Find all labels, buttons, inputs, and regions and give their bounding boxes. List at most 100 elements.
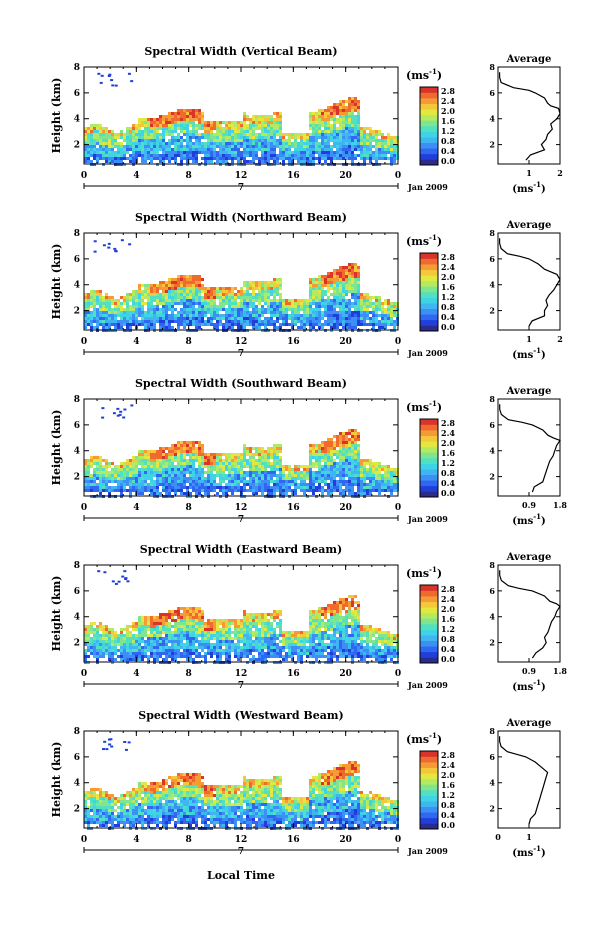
heatmap-cell [351, 142, 354, 145]
heatmap-cell [87, 157, 90, 160]
heatmap-cell [393, 311, 396, 314]
heatmap-cell [93, 154, 96, 157]
heatmap-cell [276, 465, 279, 468]
heatmap-cell [264, 308, 267, 311]
heatmap-cell [351, 483, 354, 486]
heatmap-cell [204, 456, 207, 459]
heatmap-cell [165, 293, 168, 296]
heatmap-cell [237, 130, 240, 133]
heatmap-cell [357, 130, 360, 133]
heatmap-cell [318, 453, 321, 456]
profile-y-tick-label: 2 [489, 472, 495, 482]
heatmap-cell [219, 317, 222, 320]
heatmap-cell [351, 157, 354, 160]
heatmap-cell [210, 139, 213, 142]
heatmap-cell [108, 136, 111, 139]
heatmap-cell [165, 471, 168, 474]
heatmap-cell [276, 154, 279, 157]
heatmap-cell [180, 474, 183, 477]
heatmap-cell [144, 121, 147, 124]
heatmap-cell [390, 323, 393, 326]
y-tick-label: 8 [74, 63, 80, 73]
heatmap-cell [102, 628, 105, 631]
heatmap-cell [156, 299, 159, 302]
heatmap-cell [96, 314, 99, 317]
heatmap-cell [300, 133, 303, 136]
heatmap-cell [222, 157, 225, 160]
heatmap-cell [210, 151, 213, 154]
heatmap-cell [372, 468, 375, 471]
heatmap-cell [102, 471, 105, 474]
heatmap-cell [372, 323, 375, 326]
heatmap-cell [201, 480, 204, 483]
heatmap-cell [291, 480, 294, 483]
heatmap-cell [321, 136, 324, 139]
heatmap-cell [192, 124, 195, 127]
heatmap-cell [354, 281, 357, 284]
heatmap-cell [312, 154, 315, 157]
heatmap-cell [342, 103, 345, 106]
heatmap-cell [87, 646, 90, 649]
heatmap-cell [117, 160, 120, 163]
heatmap-cell [174, 118, 177, 121]
heatmap-cell [168, 142, 171, 145]
heatmap-cell [393, 157, 396, 160]
heatmap-cell [171, 450, 174, 453]
heatmap-cell [105, 474, 108, 477]
heatmap-cell [165, 447, 168, 450]
heatmap-cell [309, 456, 312, 459]
heatmap-cell [387, 314, 390, 317]
heatmap-cell [132, 320, 135, 323]
heatmap-cell [387, 145, 390, 148]
y-axis-label: Height (km) [50, 576, 63, 652]
heatmap-cell [231, 326, 234, 329]
heatmap-cell [138, 124, 141, 127]
heatmap-cell [354, 429, 357, 432]
heatmap-cell [276, 290, 279, 293]
heatmap-cell [201, 112, 204, 115]
heatmap-cell [153, 474, 156, 477]
heatmap-cell [309, 486, 312, 489]
heatmap-cell [267, 480, 270, 483]
heatmap-cell [168, 468, 171, 471]
heatmap-cell [198, 447, 201, 450]
heatmap-cell [363, 471, 366, 474]
heatmap-cell [213, 142, 216, 145]
heatmap-cell [150, 139, 153, 142]
heatmap-cell [117, 148, 120, 151]
heatmap-cell [186, 154, 189, 157]
heatmap-cell [225, 151, 228, 154]
heatmap-cell [222, 314, 225, 317]
heatmap-cell [120, 311, 123, 314]
heatmap-cell [306, 320, 309, 323]
heatmap-cell [318, 130, 321, 133]
heatmap-cell [90, 622, 93, 625]
heatmap-cell [114, 151, 117, 154]
heatmap-cell [342, 142, 345, 145]
heatmap-cell [189, 444, 192, 447]
heatmap-cell [315, 311, 318, 314]
heatmap-cell [123, 145, 126, 148]
heatmap-cell [351, 447, 354, 450]
heatmap-cell [276, 278, 279, 281]
heatmap-cell [129, 486, 132, 489]
heatmap-cell [126, 311, 129, 314]
heatmap-cell [192, 441, 195, 444]
heatmap-cell [123, 308, 126, 311]
heatmap-cell [339, 441, 342, 444]
heatmap-cell [300, 157, 303, 160]
heatmap-cell [87, 148, 90, 151]
profile-line [499, 72, 561, 161]
heatmap-cell [279, 281, 282, 284]
heatmap-cell [273, 302, 276, 305]
heatmap-cell [282, 486, 285, 489]
heatmap-cell [192, 151, 195, 154]
heatmap-cell [273, 483, 276, 486]
heatmap-cell [90, 305, 93, 308]
heatmap-cell [306, 323, 309, 326]
heatmap-cell [144, 287, 147, 290]
heatmap-cell [165, 281, 168, 284]
heatmap-cell [183, 459, 186, 462]
heatmap-cell [327, 447, 330, 450]
profile-unit-exp: -1 [533, 180, 541, 189]
